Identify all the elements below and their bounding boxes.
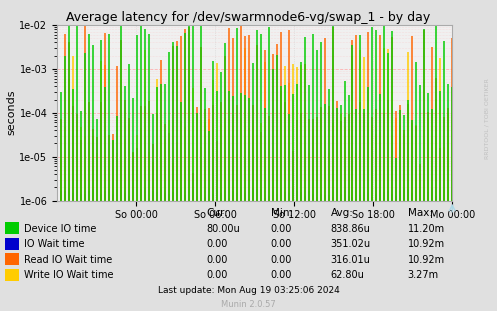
Text: 351.02u: 351.02u (331, 239, 371, 249)
Text: Max:: Max: (408, 208, 432, 218)
Text: 10.92m: 10.92m (408, 255, 445, 265)
Text: 0.00: 0.00 (271, 270, 292, 280)
Text: Read IO Wait time: Read IO Wait time (24, 255, 112, 265)
Text: Device IO time: Device IO time (24, 224, 96, 234)
Text: Average latency for /dev/swarmnode6-vg/swap_1 - by day: Average latency for /dev/swarmnode6-vg/s… (67, 11, 430, 24)
Text: 11.20m: 11.20m (408, 224, 445, 234)
Text: 0.00: 0.00 (271, 239, 292, 249)
Text: Last update: Mon Aug 19 03:25:06 2024: Last update: Mon Aug 19 03:25:06 2024 (158, 286, 339, 295)
Text: 316.01u: 316.01u (331, 255, 370, 265)
Text: 0.00: 0.00 (271, 224, 292, 234)
Text: 0.00: 0.00 (206, 239, 228, 249)
Text: 80.00u: 80.00u (206, 224, 240, 234)
Y-axis label: seconds: seconds (6, 90, 17, 136)
Text: Write IO Wait time: Write IO Wait time (24, 270, 113, 280)
Text: 0.00: 0.00 (271, 255, 292, 265)
Text: 0.00: 0.00 (206, 255, 228, 265)
Text: 10.92m: 10.92m (408, 239, 445, 249)
Text: 838.86u: 838.86u (331, 224, 370, 234)
Text: 0.00: 0.00 (206, 270, 228, 280)
Text: Min:: Min: (271, 208, 293, 218)
Text: 3.27m: 3.27m (408, 270, 439, 280)
Text: 62.80u: 62.80u (331, 270, 364, 280)
Text: Munin 2.0.57: Munin 2.0.57 (221, 300, 276, 309)
Text: IO Wait time: IO Wait time (24, 239, 84, 249)
Text: Cur:: Cur: (206, 208, 228, 218)
Text: RRDTOOL / TOBI OETIKER: RRDTOOL / TOBI OETIKER (485, 78, 490, 159)
Text: Avg:: Avg: (331, 208, 353, 218)
